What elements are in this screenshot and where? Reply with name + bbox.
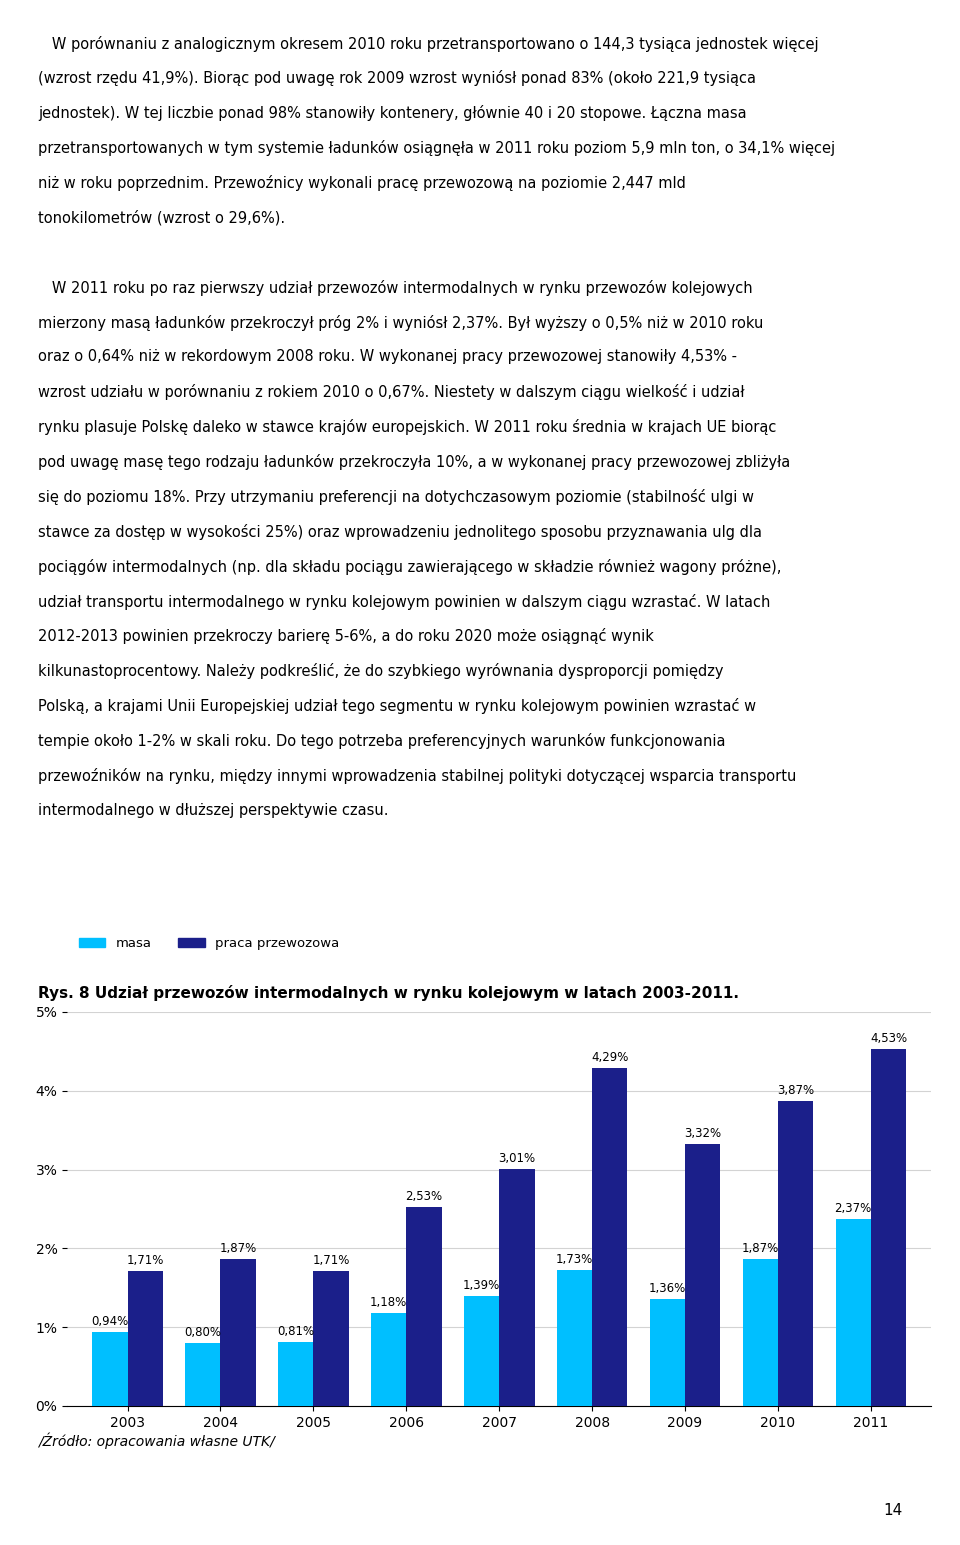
Bar: [128, 1272, 163, 1406]
Text: stawce za dostęp w wysokości 25%) oraz wprowadzeniu jednolitego sposobu przyznaw: stawce za dostęp w wysokości 25%) oraz w…: [38, 524, 762, 539]
Text: 0,81%: 0,81%: [277, 1326, 314, 1338]
Text: pociągów intermodalnych (np. dla składu pociągu zawierającego w składzie również: pociągów intermodalnych (np. dla składu …: [38, 559, 781, 575]
Text: tempie około 1-2% w skali roku. Do tego potrzeba preferencyjnych warunków funkcj: tempie około 1-2% w skali roku. Do tego …: [38, 732, 726, 749]
Bar: [92, 1332, 128, 1406]
Bar: [871, 1049, 906, 1406]
Text: 1,36%: 1,36%: [649, 1282, 686, 1295]
Bar: [406, 1207, 442, 1406]
Text: tonokilometrów (wzrost o 29,6%).: tonokilometrów (wzrost o 29,6%).: [38, 210, 285, 226]
Text: 3,01%: 3,01%: [498, 1153, 536, 1165]
Bar: [313, 1272, 348, 1406]
Text: niż w roku poprzednim. Przewoźnicy wykonali pracę przewozową na poziomie 2,447 m: niż w roku poprzednim. Przewoźnicy wykon…: [38, 175, 686, 192]
Text: W 2011 roku po raz pierwszy udział przewozów intermodalnych w rynku przewozów ko: W 2011 roku po raz pierwszy udział przew…: [38, 280, 753, 295]
Bar: [743, 1259, 778, 1406]
Text: przewoźników na rynku, między innymi wprowadzenia stabilnej polityki dotyczącej : przewoźników na rynku, między innymi wpr…: [38, 768, 797, 783]
Text: 1,39%: 1,39%: [463, 1279, 500, 1293]
Bar: [778, 1102, 813, 1406]
Text: 0,94%: 0,94%: [91, 1315, 129, 1329]
Legend: masa, praca przewozowa: masa, praca przewozowa: [74, 932, 345, 955]
Text: pod uwagę masę tego rodzaju ładunków przekroczyła 10%, a w wykonanej pracy przew: pod uwagę masę tego rodzaju ładunków prz…: [38, 454, 791, 470]
Text: 3,87%: 3,87%: [777, 1085, 814, 1097]
Text: Polską, a krajami Unii Europejskiej udział tego segmentu w rynku kolejowym powin: Polską, a krajami Unii Europejskiej udzi…: [38, 698, 756, 714]
Text: oraz o 0,64% niż w rekordowym 2008 roku. W wykonanej pracy przewozowej stanowiły: oraz o 0,64% niż w rekordowym 2008 roku.…: [38, 349, 737, 365]
Text: (wzrost rzędu 41,9%). Biorąc pod uwagę rok 2009 wzrost wyniósł ponad 83% (około : (wzrost rzędu 41,9%). Biorąc pod uwagę r…: [38, 71, 756, 87]
Text: Rys. 8 Udział przewozów intermodalnych w rynku kolejowym w latach 2003-2011.: Rys. 8 Udział przewozów intermodalnych w…: [38, 984, 739, 1001]
Text: /Źródło: opracowania własne UTK/: /Źródło: opracowania własne UTK/: [38, 1432, 276, 1449]
Text: intermodalnego w dłuższej perspektywie czasu.: intermodalnego w dłuższej perspektywie c…: [38, 803, 389, 817]
Text: kilkunastoprocentowy. Należy podkreślić, że do szybkiego wyrównania dysproporcji: kilkunastoprocentowy. Należy podkreślić,…: [38, 663, 724, 680]
Bar: [371, 1313, 406, 1406]
Text: wzrost udziału w porównaniu z rokiem 2010 o 0,67%. Niestety w dalszym ciągu wiel: wzrost udziału w porównaniu z rokiem 201…: [38, 385, 745, 400]
Text: 4,53%: 4,53%: [870, 1032, 907, 1044]
Text: 1,18%: 1,18%: [370, 1296, 407, 1309]
Bar: [592, 1068, 628, 1406]
Text: 1,71%: 1,71%: [127, 1255, 164, 1267]
Text: 2012-2013 powinien przekroczy barierę 5-6%, a do roku 2020 może osiągnąć wynik: 2012-2013 powinien przekroczy barierę 5-…: [38, 629, 655, 644]
Text: jednostek). W tej liczbie ponad 98% stanowiły kontenery, głównie 40 i 20 stopowe: jednostek). W tej liczbie ponad 98% stan…: [38, 105, 747, 122]
Text: się do poziomu 18%. Przy utrzymaniu preferencji na dotychczasowym poziomie (stab: się do poziomu 18%. Przy utrzymaniu pref…: [38, 488, 755, 505]
Text: 3,32%: 3,32%: [684, 1128, 721, 1140]
Text: 2,53%: 2,53%: [405, 1190, 443, 1202]
Bar: [278, 1343, 313, 1406]
Text: 1,87%: 1,87%: [742, 1242, 779, 1255]
Bar: [185, 1343, 221, 1406]
Bar: [557, 1270, 592, 1406]
Text: 1,71%: 1,71%: [312, 1255, 349, 1267]
Text: 0,80%: 0,80%: [184, 1326, 222, 1340]
Text: W porównaniu z analogicznym okresem 2010 roku przetransportowano o 144,3 tysiąca: W porównaniu z analogicznym okresem 2010…: [38, 36, 819, 51]
Text: 1,87%: 1,87%: [220, 1242, 256, 1255]
Text: rynku plasuje Polskę daleko w stawce krajów europejskich. W 2011 roku średnia w : rynku plasuje Polskę daleko w stawce kra…: [38, 419, 777, 436]
Text: 4,29%: 4,29%: [591, 1051, 629, 1065]
Text: 1,73%: 1,73%: [556, 1253, 593, 1265]
Text: 14: 14: [883, 1503, 902, 1517]
Text: udział transportu intermodalnego w rynku kolejowym powinien w dalszym ciągu wzra: udział transportu intermodalnego w rynku…: [38, 593, 771, 610]
Bar: [221, 1259, 255, 1406]
Bar: [650, 1299, 685, 1406]
Bar: [685, 1145, 720, 1406]
Bar: [464, 1296, 499, 1406]
Bar: [835, 1219, 871, 1406]
Text: przetransportowanych w tym systemie ładunków osiągnęła w 2011 roku poziom 5,9 ml: przetransportowanych w tym systemie ładu…: [38, 141, 835, 156]
Text: 2,37%: 2,37%: [834, 1202, 872, 1216]
Bar: [499, 1168, 535, 1406]
Text: mierzony masą ładunków przekroczył próg 2% i wyniósł 2,37%. Był wyższy o 0,5% ni: mierzony masą ładunków przekroczył próg …: [38, 315, 764, 331]
